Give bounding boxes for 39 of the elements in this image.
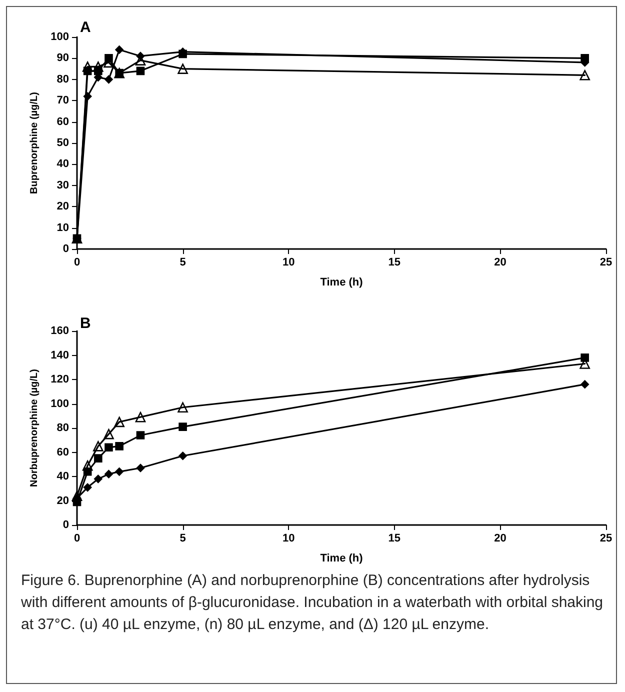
- y-axis-title: Norbuprenorphine (µg/L): [29, 369, 40, 487]
- x-tick-label: 10: [282, 532, 295, 544]
- chart-title: A: [80, 19, 91, 36]
- chart-title: B: [80, 315, 91, 332]
- y-tick-label: 90: [56, 52, 69, 64]
- caption: Figure 6. Buprenorphine (A) and norbuprenorphine (B) concentrations after hydrolysis with different amounts of β-glucuronidase. Incubation in a waterbath with orbital shaking at 37°C. (u) 40 µL enzyme, (n) 80 µL enzyme, and (Δ) 120 µL enzyme.: [21, 571, 604, 635]
- y-tick-label: 0: [62, 243, 69, 255]
- x-axis-title: Time (h): [320, 552, 364, 564]
- y-tick-label: 100: [50, 31, 69, 43]
- y-tick-label: 50: [56, 137, 69, 149]
- x-tick-label: 5: [180, 532, 186, 544]
- y-tick-label: 80: [56, 73, 69, 86]
- y-tick-label: 10: [56, 222, 69, 234]
- x-axis-title: Time (h): [320, 276, 364, 288]
- x-tick-label: 0: [74, 256, 80, 268]
- y-tick-label: 140: [50, 349, 69, 362]
- y-tick-label: 40: [56, 470, 69, 482]
- x-tick-label: 15: [388, 256, 401, 268]
- y-axis-title: Buprenorphine (µg/L): [29, 92, 40, 194]
- x-tick-label: 20: [494, 256, 506, 268]
- y-tick-label: 20: [56, 200, 69, 213]
- y-tick-label: 60: [56, 116, 69, 128]
- x-tick-label: 25: [600, 256, 612, 268]
- y-tick-label: 100: [50, 398, 69, 410]
- x-tick-label: 10: [282, 256, 295, 268]
- x-tick-label: 0: [74, 532, 80, 544]
- y-tick-label: 160: [50, 325, 69, 337]
- y-tick-label: 60: [56, 446, 69, 458]
- y-tick-label: 70: [56, 94, 69, 107]
- y-tick-label: 0: [62, 519, 69, 531]
- x-tick-label: 20: [494, 532, 506, 544]
- x-tick-label: 5: [180, 256, 186, 268]
- y-tick-label: 30: [56, 179, 69, 192]
- x-tick-label: 15: [388, 532, 401, 544]
- y-tick-label: 40: [56, 158, 69, 170]
- y-tick-label: 80: [56, 422, 69, 434]
- x-tick-label: 25: [600, 532, 612, 544]
- y-tick-label: 120: [50, 374, 69, 386]
- y-tick-label: 20: [56, 494, 69, 507]
